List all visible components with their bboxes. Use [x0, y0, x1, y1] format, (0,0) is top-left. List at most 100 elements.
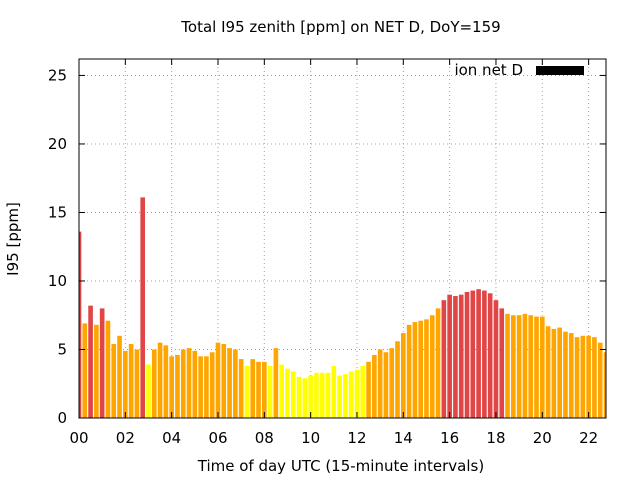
y-axis-label: I95 [ppm] — [4, 202, 22, 276]
bar — [528, 315, 534, 418]
bar — [586, 335, 591, 418]
bar — [557, 327, 562, 418]
bar — [568, 333, 574, 418]
chart-title: Total I95 zenith [ppm] on NET D, DoY=159 — [180, 18, 500, 36]
bar — [244, 365, 250, 418]
bar — [516, 315, 522, 418]
bar — [233, 349, 238, 418]
bars-group — [79, 197, 606, 418]
bar — [348, 371, 354, 418]
bar — [192, 350, 198, 418]
x-tick-label: 16 — [440, 429, 459, 447]
bar — [209, 352, 215, 418]
plot-frame — [78, 58, 607, 419]
bar — [505, 313, 510, 418]
bar — [453, 296, 458, 418]
x-tick-label: 08 — [255, 429, 274, 447]
bar — [296, 376, 302, 418]
legend: ion net D — [454, 61, 584, 79]
bar — [406, 324, 412, 418]
x-tick-label: 14 — [394, 429, 413, 447]
bar — [592, 337, 597, 418]
bar — [82, 323, 88, 418]
bar — [186, 348, 192, 418]
x-axis-label: Time of day UTC (15-minute intervals) — [197, 457, 484, 475]
bar — [105, 320, 111, 418]
bar — [447, 294, 452, 418]
bar — [163, 345, 169, 418]
bar — [470, 290, 476, 418]
x-tick-label: 00 — [69, 429, 88, 447]
bar — [435, 308, 441, 418]
bar — [256, 361, 261, 418]
bar — [308, 375, 313, 418]
bar — [418, 320, 423, 418]
bar — [464, 291, 470, 418]
bar — [603, 352, 606, 418]
bar — [250, 359, 256, 418]
bar — [534, 316, 539, 418]
bar — [372, 354, 377, 418]
x-tick-labels: 00 02 04 06 08 10 12 14 16 18 20 22 — [69, 429, 598, 447]
bar — [285, 368, 290, 418]
bar — [476, 289, 481, 418]
bar — [215, 342, 221, 418]
x-tick-label: 18 — [486, 429, 505, 447]
bar — [111, 344, 117, 418]
bar — [79, 231, 82, 418]
bar — [563, 331, 568, 418]
bar — [198, 356, 203, 418]
bar — [169, 356, 174, 418]
bar — [290, 371, 296, 418]
x-tick-label: 12 — [347, 429, 366, 447]
bar — [314, 372, 319, 418]
bar — [493, 300, 499, 418]
x-tick-label: 04 — [162, 429, 181, 447]
y-tick-label: 25 — [48, 66, 67, 84]
y-tick-label: 15 — [48, 203, 67, 221]
bar — [227, 348, 232, 418]
bar — [325, 372, 331, 418]
bar — [180, 349, 186, 418]
bar — [458, 294, 464, 418]
bar — [117, 335, 122, 418]
bar — [302, 378, 308, 418]
x-tick-label: 22 — [579, 429, 598, 447]
bar — [331, 365, 337, 418]
bar — [499, 308, 505, 418]
bar — [539, 316, 545, 418]
bar — [487, 293, 493, 418]
bar — [400, 333, 406, 418]
bar — [343, 374, 348, 418]
bar — [175, 354, 180, 418]
bar — [94, 324, 99, 418]
bar — [511, 315, 516, 418]
bar — [545, 326, 551, 418]
bar — [319, 372, 325, 418]
bar — [140, 197, 146, 418]
bar — [580, 335, 586, 418]
legend-label: ion net D — [454, 61, 523, 79]
bar — [429, 315, 435, 418]
bar — [157, 342, 163, 418]
bar — [262, 361, 267, 418]
bar — [88, 305, 93, 418]
bar — [354, 370, 360, 418]
bar — [424, 319, 429, 418]
x-tick-label: 06 — [208, 429, 227, 447]
bar — [337, 375, 342, 418]
x-tick-label: 10 — [301, 429, 320, 447]
bar — [360, 365, 366, 418]
bar — [597, 342, 603, 418]
bar — [267, 365, 273, 418]
bar — [128, 344, 134, 418]
bar — [441, 300, 447, 418]
bar — [279, 364, 285, 418]
bar — [412, 322, 418, 418]
x-tick-label: 20 — [533, 429, 552, 447]
bar — [134, 349, 140, 418]
bar — [273, 348, 279, 418]
bar — [366, 361, 371, 418]
axis-ticks — [78, 59, 606, 419]
